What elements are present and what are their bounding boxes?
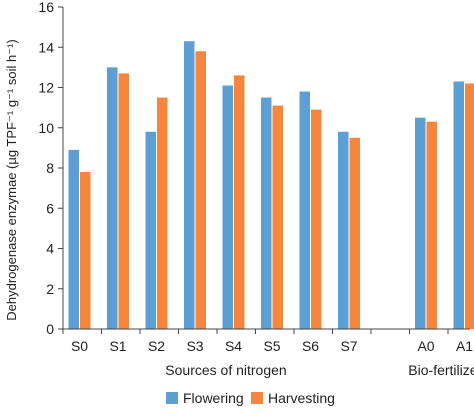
x-tick-label: S7: [340, 338, 357, 354]
group-label-bio-fertilizer: Bio-fertilizer: [408, 362, 474, 378]
y-axis: 0 2 4 6 8 10 12 14 16: [38, 0, 63, 337]
x-tick-label: S4: [225, 338, 242, 354]
bar-flowering-a0: [415, 118, 426, 329]
bar-harvesting-s4: [234, 75, 245, 329]
bar-flowering-s1: [107, 67, 118, 329]
bar-harvesting-a1: [465, 83, 474, 329]
bar-flowering-s6: [300, 92, 311, 329]
x-tick-label: S2: [148, 338, 165, 354]
x-tick-label: S0: [71, 338, 88, 354]
bar-flowering-s7: [338, 132, 349, 329]
bar-flowering-s5: [261, 98, 272, 329]
bar-harvesting-s0: [80, 172, 91, 329]
x-tick-label: S6: [302, 338, 319, 354]
y-tick-label: 10: [38, 120, 54, 136]
bar-flowering-a1: [454, 81, 465, 329]
bar-flowering-s0: [69, 150, 80, 329]
bar-harvesting-a0: [427, 122, 438, 329]
x-tick-label: S1: [109, 338, 126, 354]
y-tick-label: 16: [38, 0, 54, 15]
x-axis: S0 S1 S2 S3 S4 S5 S6 S7 A0 A1: [63, 329, 473, 354]
legend: Flowering Harvesting: [166, 390, 335, 406]
y-tick-label: 12: [38, 80, 54, 96]
bar-harvesting-s1: [119, 73, 130, 329]
legend-swatch-harvesting: [251, 392, 263, 404]
bar-harvesting-s6: [311, 110, 322, 329]
x-tick-label: A1: [456, 338, 473, 354]
group-label-sources-of-nitrogen: Sources of nitrogen: [165, 362, 286, 378]
x-group-labels: Sources of nitrogen Bio-fertilizer: [165, 362, 474, 378]
y-tick-label: 6: [46, 200, 54, 216]
x-tick-label: S3: [186, 338, 203, 354]
y-tick-label: 14: [38, 39, 54, 55]
y-axis-label: Dehydrogenase enzymae (µg TPF⁻¹ g⁻¹ soil…: [4, 39, 19, 320]
y-tick-label: 0: [46, 321, 54, 337]
legend-label-flowering: Flowering: [183, 390, 244, 406]
legend-label-harvesting: Harvesting: [268, 390, 335, 406]
bar-harvesting-s3: [196, 51, 207, 329]
bar-harvesting-s7: [350, 138, 361, 329]
y-tick-label: 2: [46, 281, 54, 297]
y-tick-label: 8: [46, 160, 54, 176]
y-tick-label: 4: [46, 241, 54, 257]
y-axis-label-group: Dehydrogenase enzymae (µg TPF⁻¹ g⁻¹ soil…: [4, 39, 19, 320]
bars: [69, 41, 474, 329]
x-tick-label: A0: [417, 338, 434, 354]
bar-harvesting-s2: [157, 98, 168, 329]
bar-flowering-s2: [146, 132, 157, 329]
bar-harvesting-s5: [273, 106, 284, 329]
bar-flowering-s4: [223, 85, 234, 329]
legend-swatch-flowering: [166, 392, 178, 404]
x-tick-label: S5: [263, 338, 280, 354]
bar-flowering-s3: [184, 41, 195, 329]
